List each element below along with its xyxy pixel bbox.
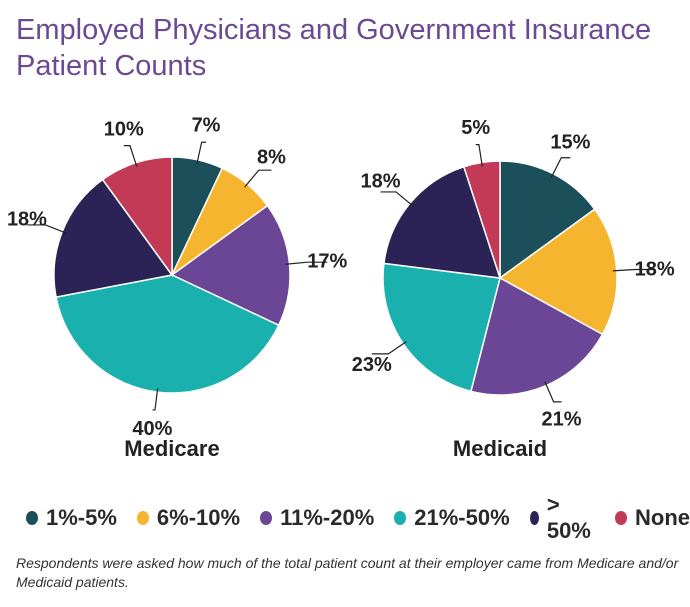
legend-item: > 50%	[529, 492, 595, 544]
legend-item: 11%-20%	[260, 505, 374, 531]
footnote: Respondents were asked how much of the t…	[16, 555, 679, 590]
legend-label: 6%-10%	[156, 505, 241, 530]
leader-line	[475, 144, 483, 167]
legend-label: 11%-20%	[280, 505, 375, 530]
leader-line	[371, 341, 407, 355]
data-label: 10%	[104, 119, 144, 141]
legend-swatch	[136, 511, 149, 525]
leader-line	[285, 261, 328, 265]
legend: 1%-5% 6%-10% 11%-20% 21%-50% > 50% None	[26, 492, 690, 544]
data-label: 18%	[361, 170, 401, 192]
legend-swatch	[260, 511, 273, 525]
pie-title: Medicare	[124, 436, 219, 461]
leader-line	[544, 381, 562, 403]
legend-item: None	[615, 505, 690, 531]
data-label: 21%	[542, 408, 582, 430]
leader-line	[26, 224, 67, 234]
data-label: 40%	[132, 418, 172, 440]
chart-title: Employed Physicians and Government Insur…	[16, 14, 652, 82]
legend-label: 1%-5%	[46, 505, 117, 530]
leader-line	[550, 157, 571, 178]
leader-line	[123, 145, 138, 167]
legend-swatch	[529, 511, 539, 525]
leader-line	[244, 169, 272, 188]
leader-line	[196, 141, 207, 164]
pie-title: Medicaid	[453, 436, 547, 461]
legend-item: 21%-50%	[394, 505, 510, 531]
data-label: 15%	[550, 132, 590, 154]
leader-line	[380, 191, 414, 207]
legend-item: 1%-5%	[26, 505, 117, 531]
legend-label: 21%-50%	[414, 505, 510, 530]
data-label: 23%	[352, 354, 392, 376]
data-label: 18%	[635, 258, 675, 280]
legend-swatch	[615, 511, 627, 525]
data-label: 5%	[461, 117, 490, 139]
data-label: 8%	[257, 146, 286, 168]
legend-item: 6%-10%	[136, 505, 241, 531]
leader-line	[152, 388, 159, 411]
legend-label: > 50%	[546, 492, 591, 543]
data-label: 7%	[192, 115, 221, 137]
legend-swatch	[26, 511, 38, 525]
data-label: 17%	[307, 251, 347, 273]
data-label: 18%	[7, 208, 47, 230]
leader-line	[612, 268, 655, 272]
legend-label: None	[635, 505, 690, 530]
legend-swatch	[394, 511, 407, 525]
